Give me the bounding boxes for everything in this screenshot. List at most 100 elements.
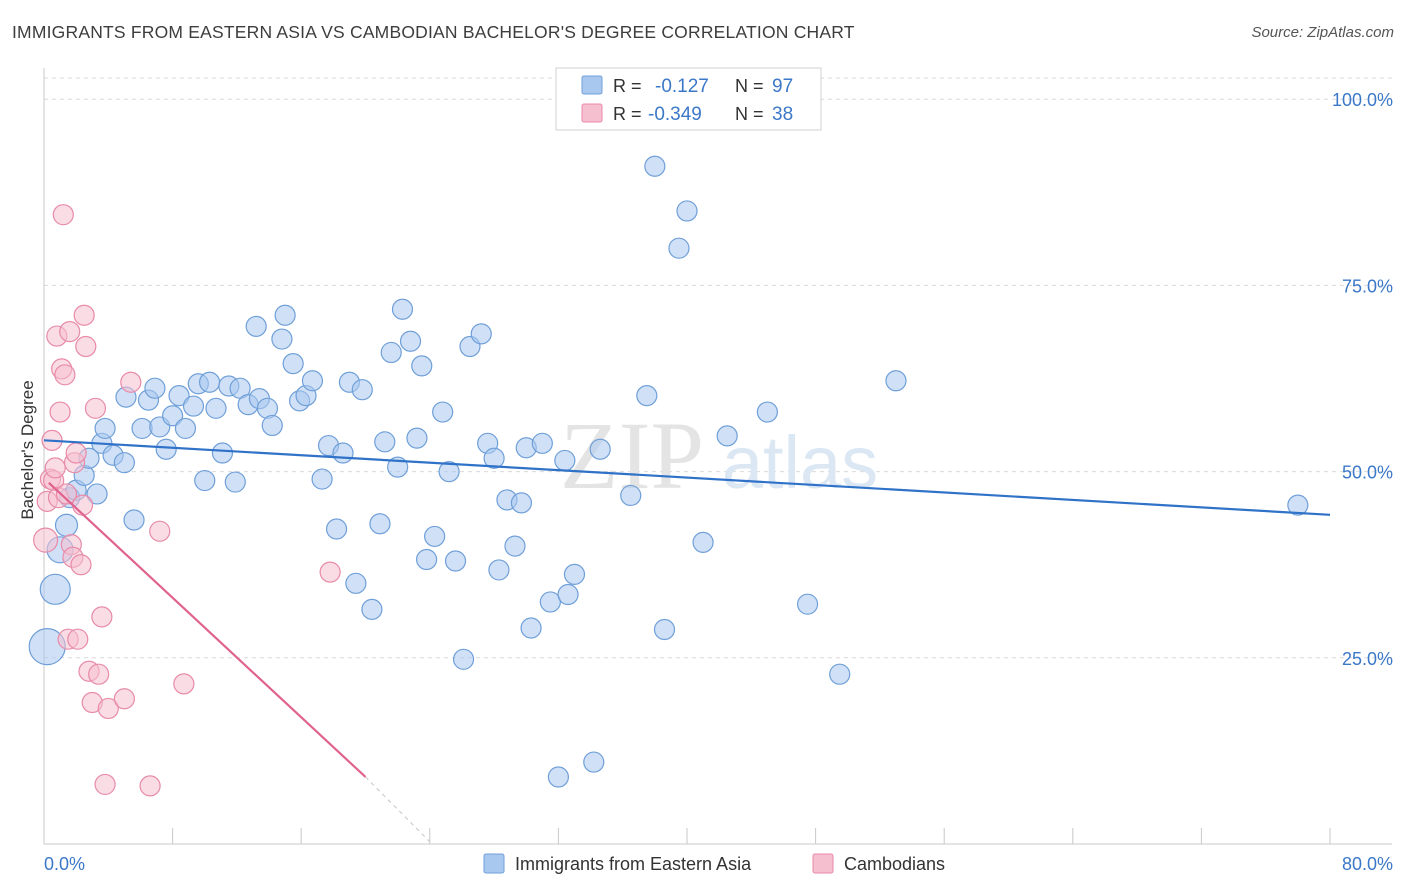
- trend-line-cambodians: [48, 481, 367, 778]
- point-eastern-asia: [756, 401, 778, 423]
- point-eastern-asia: [885, 370, 907, 392]
- point-eastern-asia: [438, 461, 460, 483]
- point-eastern-asia: [86, 483, 108, 505]
- point-cambodians: [149, 520, 171, 542]
- point-eastern-asia: [131, 417, 153, 440]
- point-eastern-asia: [155, 438, 177, 460]
- legend-n-label-2: N =: [735, 104, 764, 124]
- point-eastern-asia: [162, 405, 184, 427]
- point-eastern-asia: [211, 442, 234, 464]
- point-eastern-asia: [676, 200, 698, 222]
- axes: [43, 68, 1392, 845]
- point-eastern-asia: [411, 355, 433, 377]
- tick-labels: 25.0% 50.0% 75.0% 100.0% 0.0% 80.0%: [44, 90, 1393, 874]
- point-eastern-asia: [829, 663, 851, 685]
- point-eastern-asia: [374, 431, 396, 453]
- trend-line-cambodians-extension: [365, 776, 431, 843]
- point-eastern-asia: [399, 330, 422, 352]
- point-eastern-asia: [261, 414, 283, 437]
- point-eastern-asia: [174, 417, 197, 440]
- point-cambodians: [113, 688, 135, 710]
- point-cambodians: [139, 775, 161, 797]
- y-tick-label: 50.0%: [1342, 463, 1393, 483]
- point-eastern-asia: [432, 401, 454, 423]
- point-eastern-asia: [198, 371, 221, 393]
- point-cambodians: [75, 335, 97, 358]
- legend-swatch-pink: [581, 103, 603, 123]
- point-eastern-asia: [245, 315, 267, 337]
- y-tick-label: 25.0%: [1342, 649, 1393, 669]
- point-eastern-asia: [406, 427, 428, 449]
- trend-lines: [43, 439, 1331, 843]
- point-eastern-asia: [796, 593, 819, 615]
- point-cambodians: [71, 494, 94, 516]
- point-eastern-asia: [282, 353, 304, 375]
- point-eastern-asia: [415, 548, 438, 571]
- point-eastern-asia: [470, 323, 492, 345]
- point-cambodians: [33, 527, 59, 553]
- source-label: Source: ZipAtlas.com: [1251, 24, 1394, 41]
- point-cambodians: [97, 697, 119, 720]
- point-eastern-asia: [557, 583, 579, 606]
- point-eastern-asia: [391, 298, 414, 320]
- point-eastern-asia: [94, 417, 116, 440]
- point-cambodians: [319, 561, 341, 583]
- point-eastern-asia: [39, 573, 71, 605]
- point-eastern-asia: [716, 425, 738, 447]
- legend-r-label-2: R =: [613, 104, 642, 124]
- point-cambodians: [52, 204, 74, 226]
- point-eastern-asia: [563, 563, 586, 585]
- point-eastern-asia: [636, 385, 658, 407]
- x-tick-label-max: 80.0%: [1342, 854, 1393, 874]
- point-eastern-asia: [274, 304, 296, 326]
- point-eastern-asia: [301, 370, 324, 392]
- point-eastern-asia: [488, 559, 510, 581]
- point-eastern-asia: [452, 648, 475, 670]
- legend-bottom-label-blue: Immigrants from Eastern Asia: [515, 854, 752, 874]
- point-cambodians: [173, 673, 195, 695]
- point-eastern-asia: [583, 751, 605, 773]
- point-eastern-asia: [444, 550, 467, 572]
- point-eastern-asia: [205, 397, 227, 419]
- legend-r-label-1: R =: [613, 76, 642, 96]
- point-cambodians: [84, 397, 107, 419]
- point-cambodians: [54, 364, 76, 386]
- point-eastern-asia: [589, 438, 611, 460]
- point-eastern-asia: [271, 328, 293, 350]
- point-cambodians: [88, 663, 110, 685]
- correlation-legend: R = -0.127 N = 97 R = -0.349 N = 38: [555, 67, 822, 131]
- point-eastern-asia: [113, 452, 135, 474]
- point-eastern-asia: [483, 447, 505, 469]
- point-eastern-asia: [332, 442, 354, 464]
- point-eastern-asia: [144, 377, 166, 399]
- point-eastern-asia: [554, 449, 576, 472]
- point-cambodians: [120, 371, 142, 393]
- point-eastern-asia: [182, 395, 205, 417]
- point-eastern-asia: [539, 591, 561, 613]
- point-cambodians: [59, 321, 81, 343]
- point-cambodians: [65, 442, 87, 464]
- point-cambodians: [44, 457, 66, 479]
- point-eastern-asia: [644, 155, 666, 177]
- point-eastern-asia: [369, 513, 391, 535]
- series-legend: Immigrants from Eastern Asia Cambodians: [483, 853, 945, 874]
- point-eastern-asia: [54, 513, 79, 537]
- series-cambodians: [33, 204, 341, 797]
- legend-n-value-2: 38: [772, 104, 793, 125]
- watermark-atlas: atlas: [722, 421, 878, 504]
- point-eastern-asia: [311, 468, 333, 490]
- x-tick-label-min: 0.0%: [44, 854, 85, 874]
- point-eastern-asia: [620, 484, 642, 507]
- point-eastern-asia: [345, 572, 367, 594]
- gridlines: [44, 77, 1392, 659]
- legend-r-value-1: -0.127: [655, 76, 709, 97]
- point-cambodians: [94, 773, 116, 796]
- legend-r-value-2: -0.349: [648, 104, 702, 125]
- y-tick-label: 100.0%: [1332, 90, 1393, 110]
- point-cambodians: [70, 554, 92, 576]
- point-eastern-asia: [168, 385, 190, 407]
- trend-line-eastern-asia: [43, 439, 1331, 516]
- legend-n-value-1: 97: [772, 76, 793, 97]
- point-eastern-asia: [692, 531, 714, 553]
- legend-bottom-swatch-blue: [483, 853, 505, 874]
